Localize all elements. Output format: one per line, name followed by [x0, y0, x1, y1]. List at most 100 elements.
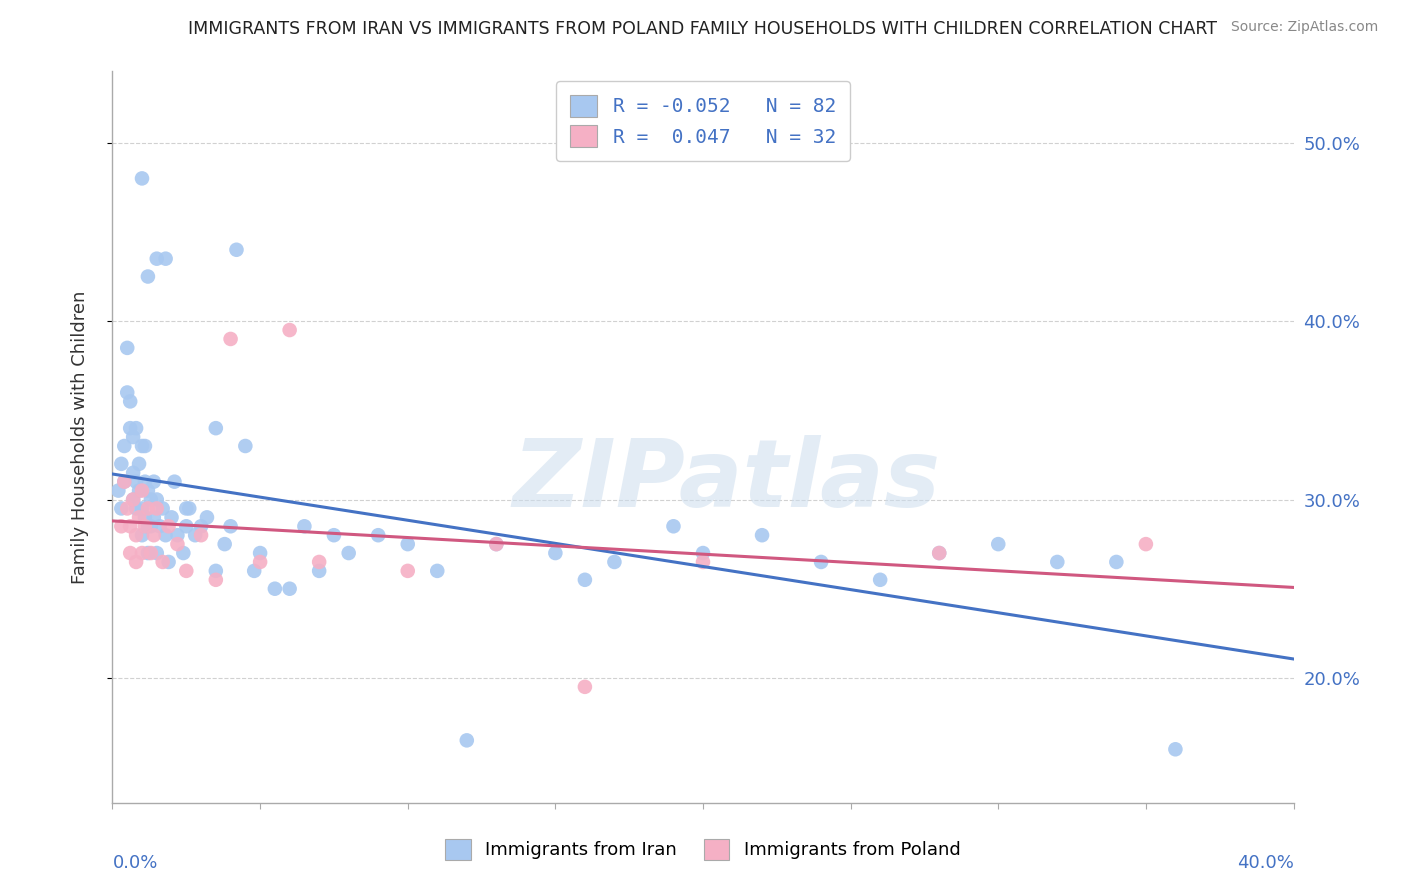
- Point: [751, 528, 773, 542]
- Point: [396, 564, 419, 578]
- Point: [1046, 555, 1069, 569]
- Point: [125, 528, 148, 542]
- Point: [928, 546, 950, 560]
- Point: [278, 323, 301, 337]
- Point: [128, 510, 150, 524]
- Point: [146, 492, 169, 507]
- Point: [692, 555, 714, 569]
- Point: [155, 528, 177, 542]
- Point: [139, 519, 162, 533]
- Point: [157, 555, 180, 569]
- Point: [249, 546, 271, 560]
- Point: [142, 528, 165, 542]
- Point: [264, 582, 287, 596]
- Point: [131, 171, 153, 186]
- Point: [174, 564, 197, 578]
- Point: [1135, 537, 1157, 551]
- Point: [122, 466, 145, 480]
- Point: [112, 475, 135, 489]
- Point: [574, 680, 596, 694]
- Point: [172, 546, 194, 560]
- Point: [308, 564, 330, 578]
- Point: [117, 385, 138, 400]
- Point: [142, 510, 165, 524]
- Point: [131, 546, 153, 560]
- Point: [128, 483, 150, 498]
- Point: [152, 555, 174, 569]
- Point: [134, 519, 156, 533]
- Point: [225, 243, 247, 257]
- Point: [112, 475, 135, 489]
- Point: [125, 421, 148, 435]
- Point: [166, 528, 188, 542]
- Point: [134, 510, 156, 524]
- Point: [131, 483, 153, 498]
- Point: [120, 546, 142, 560]
- Point: [1105, 555, 1128, 569]
- Point: [396, 537, 419, 551]
- Point: [163, 475, 186, 489]
- Point: [125, 501, 148, 516]
- Point: [810, 555, 832, 569]
- Text: IMMIGRANTS FROM IRAN VS IMMIGRANTS FROM POLAND FAMILY HOUSEHOLDS WITH CHILDREN C: IMMIGRANTS FROM IRAN VS IMMIGRANTS FROM …: [188, 20, 1218, 37]
- Text: Source: ZipAtlas.com: Source: ZipAtlas.com: [1230, 20, 1378, 34]
- Point: [107, 483, 129, 498]
- Point: [136, 483, 159, 498]
- Point: [120, 519, 142, 533]
- Text: 40.0%: 40.0%: [1237, 854, 1294, 872]
- Point: [136, 519, 159, 533]
- Point: [308, 555, 330, 569]
- Point: [219, 332, 242, 346]
- Point: [131, 528, 153, 542]
- Point: [195, 510, 218, 524]
- Point: [174, 501, 197, 516]
- Point: [337, 546, 360, 560]
- Point: [233, 439, 256, 453]
- Point: [110, 519, 132, 533]
- Point: [136, 269, 159, 284]
- Point: [1164, 742, 1187, 756]
- Point: [456, 733, 478, 747]
- Point: [323, 528, 346, 542]
- Point: [112, 439, 135, 453]
- Point: [131, 439, 153, 453]
- Point: [249, 555, 271, 569]
- Point: [122, 492, 145, 507]
- Point: [125, 555, 148, 569]
- Legend: Immigrants from Iran, Immigrants from Poland: Immigrants from Iran, Immigrants from Po…: [439, 831, 967, 867]
- Point: [146, 546, 169, 560]
- Point: [142, 475, 165, 489]
- Point: [603, 555, 626, 569]
- Point: [120, 394, 142, 409]
- Point: [205, 564, 228, 578]
- Point: [928, 546, 950, 560]
- Text: 0.0%: 0.0%: [112, 854, 157, 872]
- Point: [574, 573, 596, 587]
- Point: [146, 252, 169, 266]
- Point: [485, 537, 508, 551]
- Point: [146, 501, 169, 516]
- Point: [160, 510, 183, 524]
- Point: [190, 519, 212, 533]
- Point: [292, 519, 315, 533]
- Point: [110, 457, 132, 471]
- Point: [122, 430, 145, 444]
- Point: [117, 341, 138, 355]
- Point: [544, 546, 567, 560]
- Point: [139, 492, 162, 507]
- Point: [662, 519, 685, 533]
- Point: [131, 501, 153, 516]
- Point: [214, 537, 236, 551]
- Point: [128, 457, 150, 471]
- Point: [243, 564, 266, 578]
- Point: [184, 528, 207, 542]
- Point: [134, 475, 156, 489]
- Point: [485, 537, 508, 551]
- Point: [190, 528, 212, 542]
- Point: [205, 421, 228, 435]
- Point: [125, 475, 148, 489]
- Point: [139, 546, 162, 560]
- Point: [149, 519, 172, 533]
- Point: [219, 519, 242, 533]
- Point: [205, 573, 228, 587]
